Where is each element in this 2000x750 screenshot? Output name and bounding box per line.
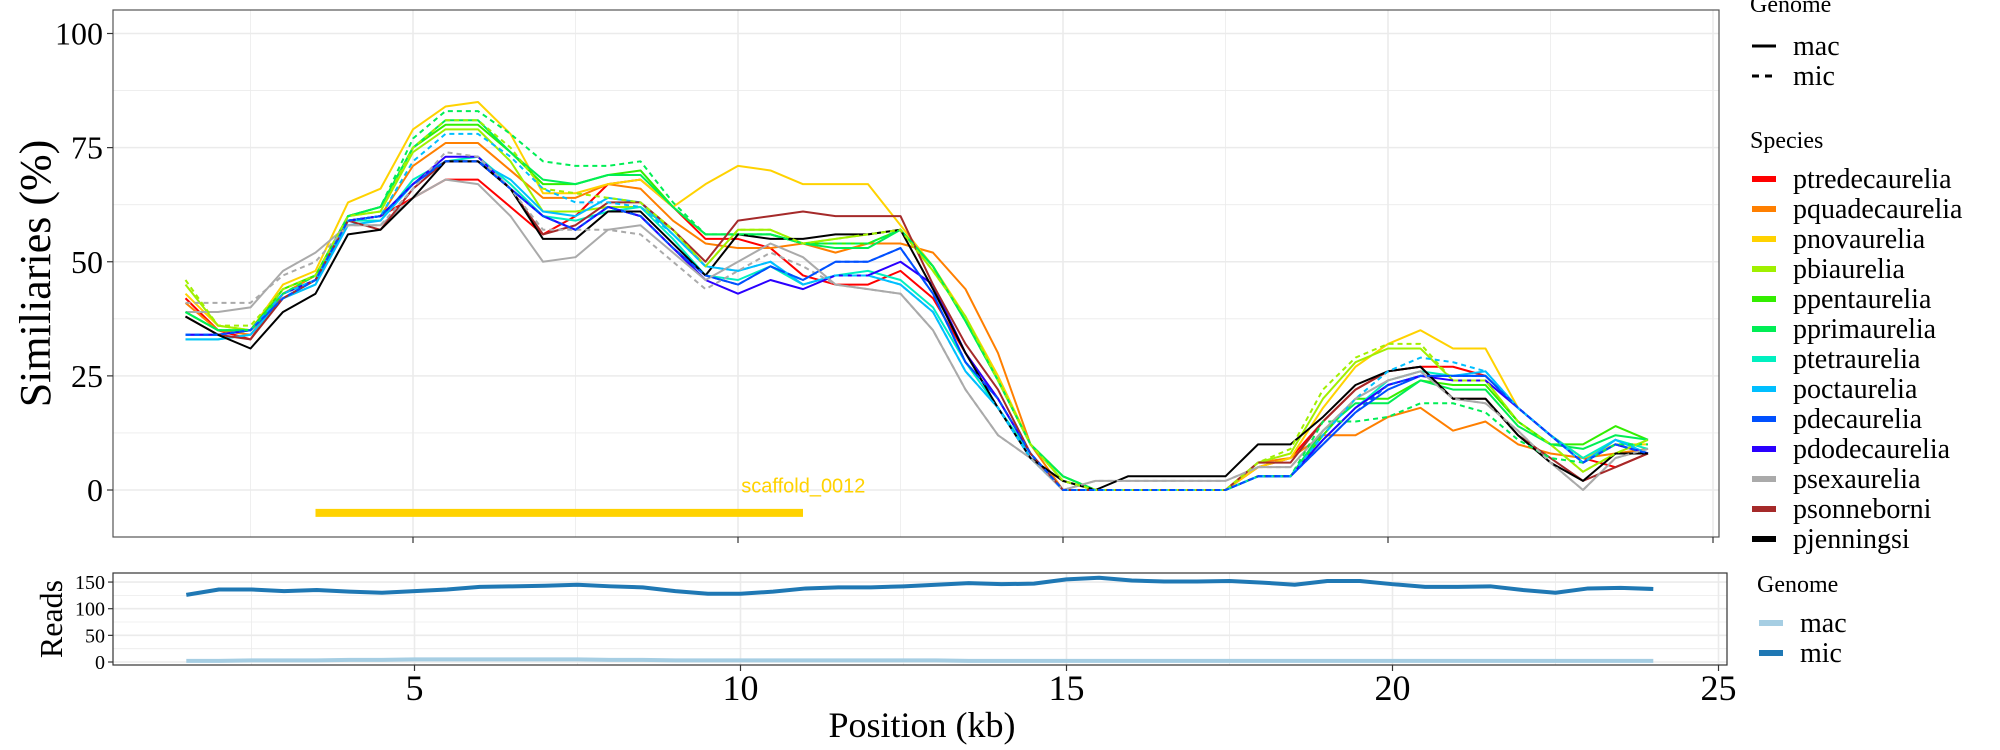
y-axis-title: Similiaries (%)	[11, 140, 60, 408]
legend-label-reads-mac: mac	[1800, 608, 1847, 639]
y-tick-label: 100	[75, 599, 105, 621]
y-tick-label: 150	[75, 572, 105, 594]
legend-label-pprimaurelia: pprimaurelia	[1793, 314, 1937, 345]
x-tick-label: 10	[723, 668, 759, 708]
reads-line-mic	[185, 575, 1654, 597]
legend-label-ptredecaurelia: ptredecaurelia	[1793, 164, 1952, 195]
series-line-pnovaurelia-mac	[184, 100, 1648, 491]
series-line-poctaurelia-mic	[185, 132, 1649, 491]
x-tick-label: 5	[406, 668, 424, 708]
legend-label-pbiaurelia: pbiaurelia	[1793, 254, 1906, 285]
legend-label-poctaurelia: poctaurelia	[1793, 374, 1918, 405]
legend-label-pdodecaurelia: pdodecaurelia	[1793, 434, 1951, 465]
legend-species-title: Species	[1750, 128, 1823, 154]
scaffold-label: scaffold_0012	[741, 476, 865, 498]
y-tick-label: 50	[85, 625, 105, 647]
series-line-psexaurelia-mic	[185, 151, 1649, 491]
series-line-pdecaurelia-mic	[185, 160, 1649, 491]
panel-border	[112, 9, 1720, 538]
y-tick-label: 25	[71, 358, 103, 394]
y-tick-label: 0	[87, 472, 103, 508]
series-line-pjenningsi-mac	[185, 160, 1648, 491]
y-tick-label: 0	[95, 652, 105, 674]
legend-label-psexaurelia: psexaurelia	[1793, 464, 1921, 495]
series-line-pprimaurelia-mic	[185, 110, 1648, 491]
y-tick-label: 75	[71, 130, 103, 166]
reads-panel: 0 50 100 150 5 10 15 20 25 Reads Position (kb)	[33, 572, 1737, 745]
legend-label-pnovaurelia: pnovaurelia	[1793, 224, 1926, 255]
legend-label-psonneborni: psonneborni	[1793, 494, 1932, 525]
series-line-pbiaurelia-mic	[184, 119, 1649, 491]
legend-reads-genome-title: Genome	[1757, 572, 1838, 598]
similarity-panel: scaffold_0012 0 25 50 75 100 Similiaries (%)	[11, 9, 1720, 543]
y-tick-label: 100	[55, 16, 103, 52]
legend-label-reads-mic: mic	[1800, 638, 1842, 669]
legends: GenomemacmicSpeciesptredecaureliapquadec…	[1750, 0, 1963, 669]
legend-label-pdecaurelia: pdecaurelia	[1793, 404, 1923, 435]
series-line-pdecaurelia-mac	[185, 160, 1649, 491]
legend-label-pquadecaurelia: pquadecaurelia	[1793, 194, 1963, 225]
x-axis-title: Position (kb)	[828, 705, 1015, 745]
legend-genome-title: Genome	[1750, 0, 1831, 18]
legend-label-pjenningsi: pjenningsi	[1793, 524, 1910, 555]
y-axis-title-reads: Reads	[33, 580, 69, 658]
legend-label-ptetraurelia: ptetraurelia	[1793, 344, 1921, 375]
y-tick-label: 50	[71, 244, 103, 280]
legend-label-mac: mac	[1793, 31, 1840, 62]
x-tick-label: 15	[1049, 668, 1085, 708]
reads-line-mac	[186, 657, 1654, 663]
panel-border	[112, 572, 1728, 666]
legend-label-mic: mic	[1793, 61, 1835, 92]
x-tick-label: 25	[1701, 668, 1737, 708]
x-tick-label: 20	[1375, 668, 1411, 708]
legend-label-ppentaurelia: ppentaurelia	[1793, 284, 1932, 315]
